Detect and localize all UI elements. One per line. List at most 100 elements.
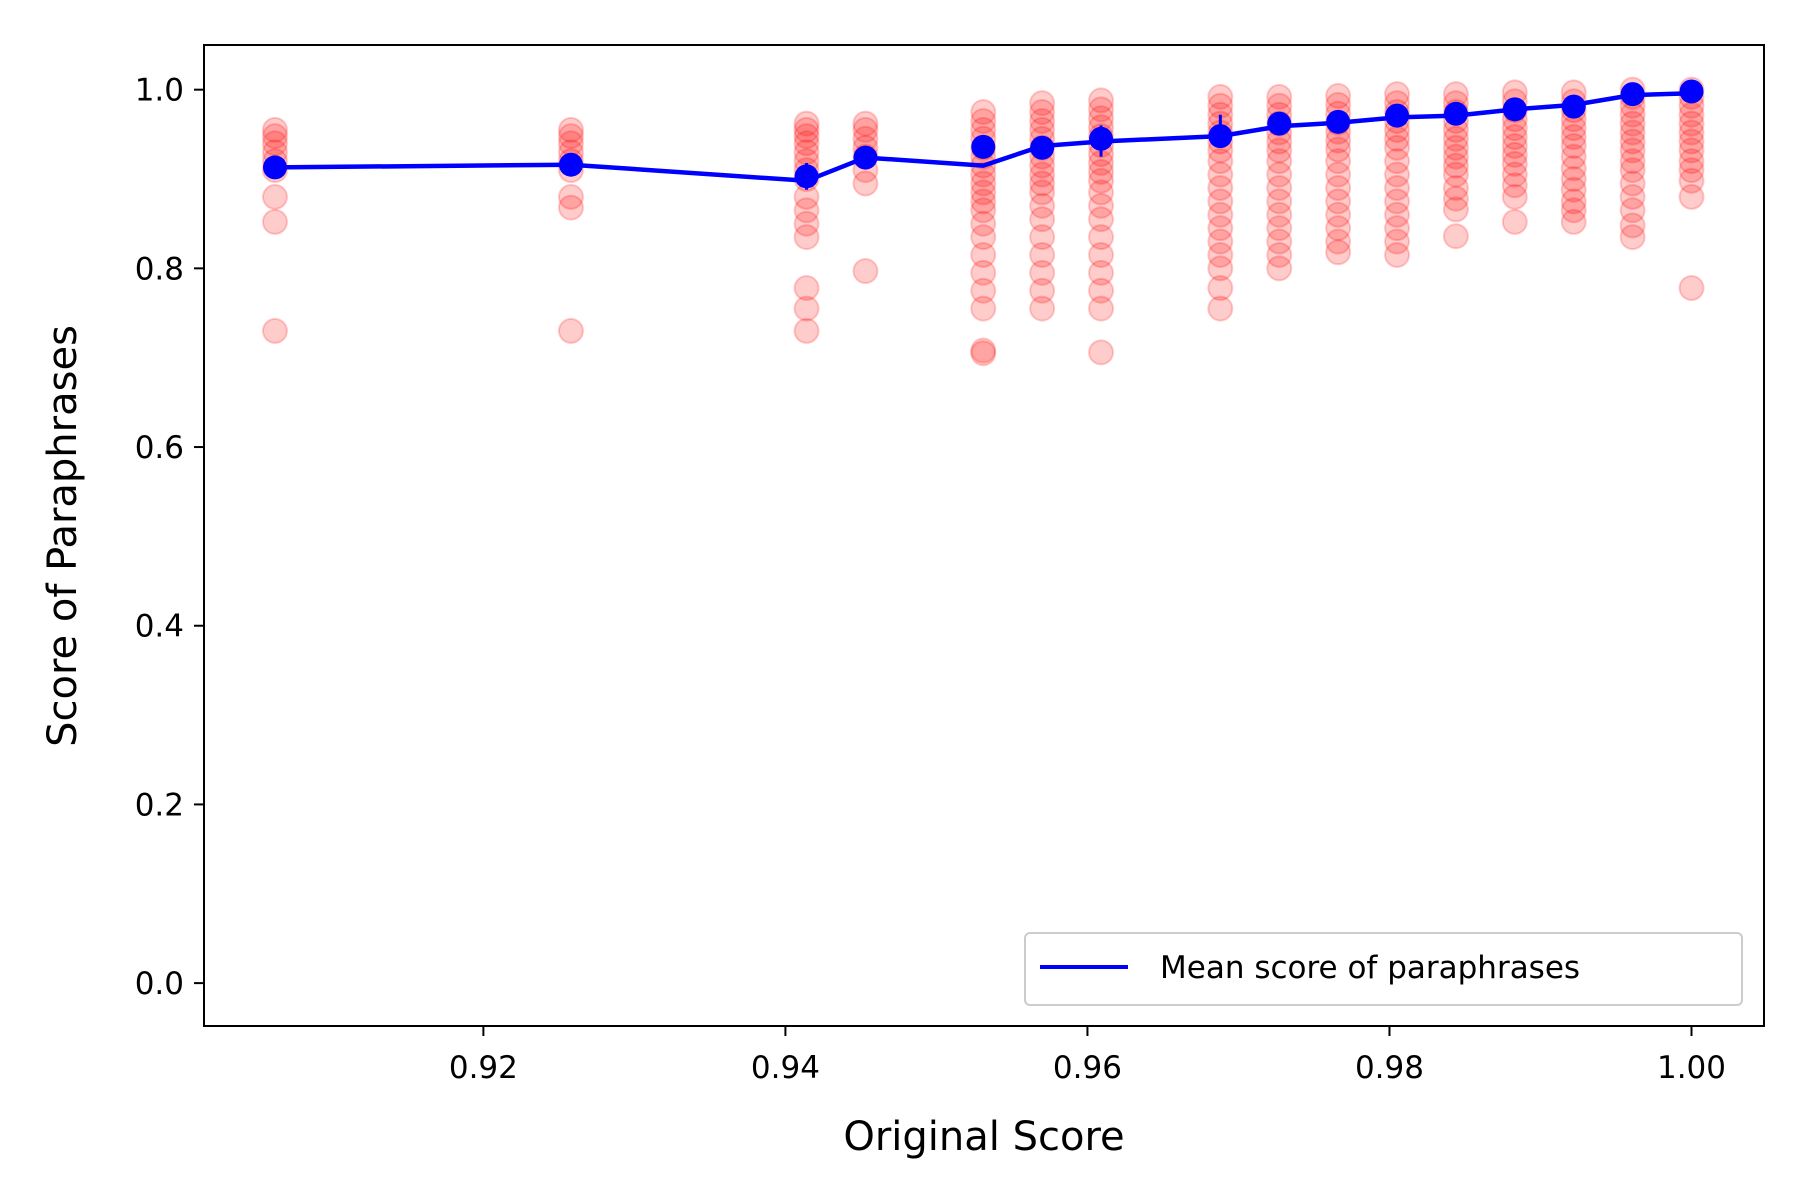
scatter-point [1619,157,1646,184]
scatter-point [1266,228,1293,255]
scatter-point [1384,174,1411,201]
y-axis-title: Score of Paraphrases [40,325,86,747]
scatter-point [1266,83,1293,110]
scatter-point [1266,255,1293,282]
scatter-point [1384,134,1411,161]
scatter-point [1619,197,1646,224]
mean-marker [1208,124,1233,149]
scatter-point [1207,201,1234,228]
scatter-point [557,194,584,221]
scatter-point [793,130,820,157]
scatter-point [1442,196,1469,223]
scatter-point [1029,179,1056,206]
scatter-point [1207,295,1234,322]
scatter-point [1619,128,1646,155]
scatter-point [261,116,288,143]
mean-marker [853,145,878,170]
scatter-point [970,340,997,367]
scatter-point [1560,166,1587,193]
scatter-point [261,130,288,157]
y-tick-label: 0.8 [135,251,184,287]
scatter-point [1442,134,1469,161]
scatter-point [1678,275,1705,302]
scatter-point [261,183,288,210]
scatter-point [970,295,997,322]
scatter-point [1088,259,1115,286]
scatter-point [261,123,288,150]
mean-marker [1385,103,1410,128]
scatter-point [1442,185,1469,212]
x-tick-label: 0.94 [751,1050,820,1086]
scatter-point [1678,110,1705,137]
y-tick-label: 0.0 [135,966,184,1002]
scatter-point [1325,228,1352,255]
scatter-point [793,210,820,237]
mean-marker [558,152,583,177]
scatter-point [1442,174,1469,201]
scatter-point [1619,183,1646,210]
mean-line-group [274,91,1692,184]
scatter-point [1207,275,1234,302]
scatter-point [970,107,997,134]
scatter-point [1560,176,1587,203]
scatter-point [1266,188,1293,215]
scatter-point [1266,241,1293,268]
scatter-point [1029,224,1056,251]
scatter-point [557,183,584,210]
mean-markers [262,79,1704,189]
scatter-point [1029,99,1056,126]
mean-marker [1326,109,1351,134]
scatter-point [1088,158,1115,185]
scatter-point [1325,201,1352,228]
scatter-point [1029,206,1056,233]
scatter-point [793,197,820,224]
scatter-point [1029,192,1056,219]
scatter-point [793,224,820,251]
scatter-point [1088,295,1115,322]
scatter-point [1207,174,1234,201]
scatter-point [970,259,997,286]
scatter-point [852,116,879,143]
mean-marker [1620,82,1645,107]
scatter-point [1442,143,1469,170]
scatter-point [1501,208,1528,235]
scatter-point [1325,174,1352,201]
scatter-point [970,179,997,206]
scatter-point [970,188,997,215]
scatter-point [1384,188,1411,215]
mean-marker [1561,94,1586,119]
scatter-point [1384,201,1411,228]
scatter-point [1207,188,1234,215]
scatter-point [261,317,288,344]
scatter-point [970,210,997,237]
scatter-point [1560,197,1587,224]
scatter-point [1207,148,1234,175]
scatter-point [557,116,584,143]
scatter-point [970,241,997,268]
scatter-point [1088,339,1115,366]
legend-label: Mean score of paraphrases [1160,950,1580,986]
mean-marker [1502,97,1527,122]
scatter-point [1088,179,1115,206]
scatter-point [793,116,820,143]
scatter-point [1325,161,1352,188]
scatter-point [1088,167,1115,194]
scatter-point [1384,215,1411,242]
scatter-point [1384,241,1411,268]
scatter-point [1088,241,1115,268]
scatter-point [1325,148,1352,175]
y-tick-label: 1.0 [135,73,184,109]
scatter-point [1266,174,1293,201]
scatter-point [1619,119,1646,146]
scatter-point [793,110,820,137]
scatter-point [1678,137,1705,164]
scatter-point [852,170,879,197]
scatter-point [1325,215,1352,242]
x-axis-ticks: 0.92 0.94 0.96 0.98 1.00 [449,1026,1726,1086]
scatter-point [1560,155,1587,182]
scatter-point [1384,148,1411,175]
scatter-point [1560,143,1587,170]
scatter-point [970,277,997,304]
scatter-point [1207,83,1234,110]
